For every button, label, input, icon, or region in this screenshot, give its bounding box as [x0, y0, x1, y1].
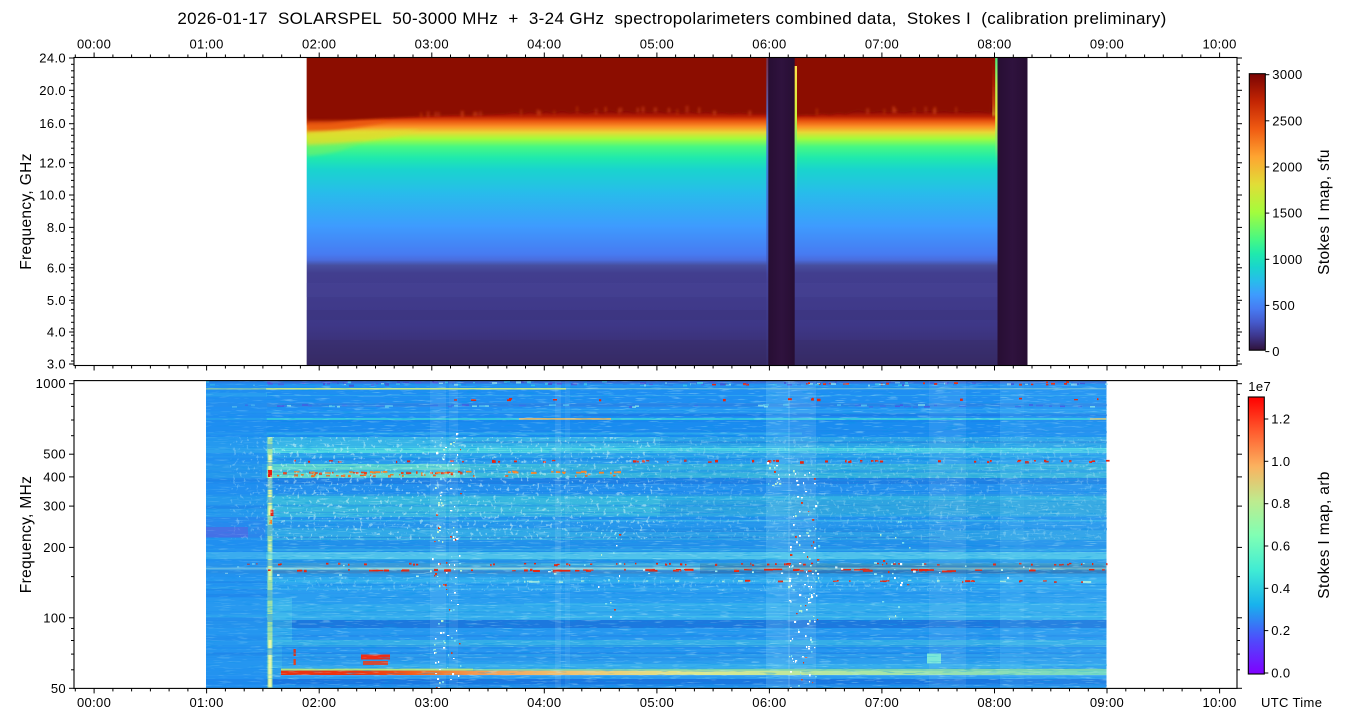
svg-text:300: 300: [43, 499, 66, 514]
svg-text:00:00: 00:00: [77, 37, 111, 52]
svg-text:1500: 1500: [1272, 206, 1302, 221]
svg-text:100: 100: [43, 610, 66, 625]
svg-text:04:00: 04:00: [527, 695, 561, 710]
svg-text:2026-01-17 SOLARSPEL 50-3000: 2026-01-17 SOLARSPEL 50-3000 MHz + 3-24 …: [177, 9, 1166, 28]
svg-text:1000: 1000: [36, 376, 66, 391]
svg-text:3000: 3000: [1272, 67, 1302, 82]
svg-text:1.0: 1.0: [1271, 454, 1290, 469]
svg-text:09:00: 09:00: [1090, 695, 1124, 710]
svg-text:00:00: 00:00: [77, 695, 111, 710]
svg-text:Frequency, MHz: Frequency, MHz: [18, 476, 35, 593]
svg-text:03:00: 03:00: [415, 37, 449, 52]
svg-text:20.0: 20.0: [39, 83, 66, 98]
svg-text:500: 500: [1272, 298, 1295, 313]
svg-text:12.0: 12.0: [39, 155, 66, 170]
svg-text:10.0: 10.0: [39, 188, 66, 203]
svg-text:400: 400: [43, 469, 66, 484]
svg-text:06:00: 06:00: [752, 37, 786, 52]
svg-text:1.2: 1.2: [1271, 412, 1290, 427]
svg-text:06:00: 06:00: [752, 695, 786, 710]
svg-text:07:00: 07:00: [865, 37, 899, 52]
svg-text:09:00: 09:00: [1090, 37, 1124, 52]
svg-text:1000: 1000: [1272, 252, 1302, 267]
svg-text:Frequency, GHz: Frequency, GHz: [18, 153, 35, 270]
svg-text:0.6: 0.6: [1271, 538, 1290, 553]
svg-text:24.0: 24.0: [39, 51, 66, 66]
svg-text:500: 500: [43, 447, 66, 462]
svg-text:0: 0: [1272, 344, 1280, 359]
svg-text:10:00: 10:00: [1202, 695, 1236, 710]
svg-text:2500: 2500: [1272, 113, 1302, 128]
svg-text:01:00: 01:00: [189, 37, 223, 52]
svg-text:08:00: 08:00: [977, 37, 1011, 52]
svg-text:03:00: 03:00: [415, 695, 449, 710]
svg-text:05:00: 05:00: [640, 695, 674, 710]
svg-text:10:00: 10:00: [1202, 37, 1236, 52]
svg-text:Stokes I map, sfu: Stokes I map, sfu: [1316, 149, 1333, 275]
svg-text:200: 200: [43, 540, 66, 555]
svg-text:02:00: 02:00: [302, 695, 336, 710]
svg-text:0.2: 0.2: [1271, 623, 1290, 638]
svg-text:05:00: 05:00: [640, 37, 674, 52]
svg-text:01:00: 01:00: [189, 695, 223, 710]
svg-text:50: 50: [51, 681, 66, 696]
svg-text:0.4: 0.4: [1271, 581, 1290, 596]
svg-text:16.0: 16.0: [39, 116, 66, 131]
svg-text:3.0: 3.0: [47, 357, 66, 372]
svg-text:UTC Time: UTC Time: [1261, 695, 1322, 710]
svg-text:07:00: 07:00: [865, 695, 899, 710]
svg-text:5.0: 5.0: [47, 293, 66, 308]
svg-text:0.8: 0.8: [1271, 496, 1290, 511]
svg-text:1e7: 1e7: [1248, 379, 1271, 394]
svg-text:2000: 2000: [1272, 160, 1302, 175]
svg-text:8.0: 8.0: [47, 220, 66, 235]
svg-text:04:00: 04:00: [527, 37, 561, 52]
svg-text:0.0: 0.0: [1271, 665, 1290, 680]
svg-text:Stokes I map, arb: Stokes I map, arb: [1316, 471, 1333, 598]
svg-text:02:00: 02:00: [302, 37, 336, 52]
svg-text:6.0: 6.0: [47, 260, 66, 275]
svg-text:4.0: 4.0: [47, 325, 66, 340]
svg-text:08:00: 08:00: [977, 695, 1011, 710]
